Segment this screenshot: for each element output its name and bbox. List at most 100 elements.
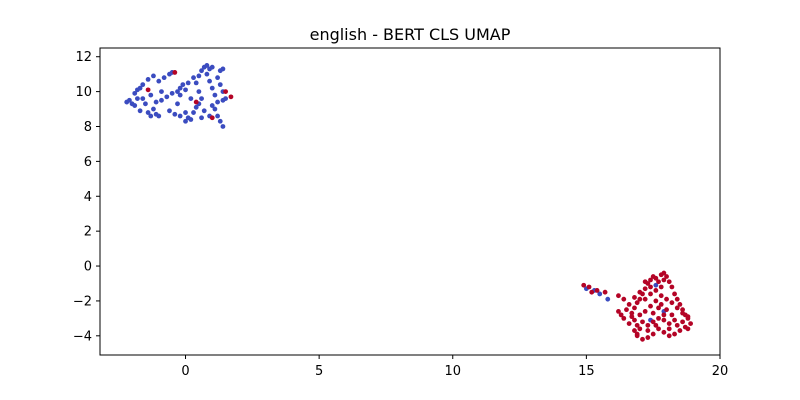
scatter-point xyxy=(159,89,164,95)
y-tick-label: 0 xyxy=(84,260,92,275)
scatter-point xyxy=(217,82,223,88)
scatter-point xyxy=(656,305,661,311)
scatter-point xyxy=(132,90,138,96)
scatter-point xyxy=(650,331,656,337)
scatter-point xyxy=(642,279,648,285)
plot-frame xyxy=(99,47,721,356)
scatter-point xyxy=(624,307,629,313)
scatter-point xyxy=(650,319,656,325)
scatter-point xyxy=(653,322,659,328)
scatter-point xyxy=(645,335,651,340)
x-tick-label: 15 xyxy=(578,364,595,379)
scatter-point xyxy=(188,117,194,122)
scatter-point xyxy=(664,274,669,279)
scatter-point xyxy=(634,331,640,337)
scatter-point xyxy=(669,300,675,306)
scatter-point xyxy=(177,113,183,119)
scatter-point xyxy=(645,322,651,328)
scatter-point xyxy=(159,97,164,103)
scatter-point xyxy=(215,99,220,105)
scatter-point xyxy=(674,296,680,302)
scatter-point xyxy=(642,296,648,302)
x-tick-label: 20 xyxy=(712,364,729,379)
scatter-point xyxy=(215,75,220,81)
scatter-point xyxy=(220,66,226,72)
scatter-point xyxy=(183,118,188,124)
scatter-point xyxy=(597,291,603,297)
scatter-point xyxy=(666,279,672,285)
scatter-point xyxy=(629,310,635,316)
scatter-point xyxy=(220,124,226,129)
scatter-point xyxy=(175,89,180,95)
scatter-point xyxy=(626,321,632,326)
scatter-point xyxy=(140,96,146,101)
scatter-point xyxy=(177,85,183,91)
scatter-point xyxy=(637,326,643,332)
scatter-point xyxy=(177,92,183,98)
scatter-point xyxy=(581,282,587,288)
y-axis: −4 −2 0 2 4 6 8 10 12 xyxy=(73,50,100,344)
y-tick-label: 12 xyxy=(75,50,92,65)
scatter-point xyxy=(648,277,653,283)
scatter-point xyxy=(223,89,229,95)
scatter-point xyxy=(156,113,162,119)
scatter-point xyxy=(621,315,627,321)
scatter-point xyxy=(685,314,691,320)
y-tick-label: 10 xyxy=(75,85,92,100)
scatter-point xyxy=(642,286,648,292)
scatter-point xyxy=(648,291,653,297)
scatter-point xyxy=(618,312,624,318)
scatter-point xyxy=(672,291,677,297)
scatter-point xyxy=(621,296,627,302)
scatter-point xyxy=(212,92,218,98)
scatter-point xyxy=(193,80,199,86)
scatter-point xyxy=(191,110,196,115)
scatter-point xyxy=(634,322,640,328)
scatter-point xyxy=(653,275,659,281)
scatter-point xyxy=(632,295,637,300)
scatter-point xyxy=(193,99,199,105)
scatter-point xyxy=(640,336,645,342)
scatter-point xyxy=(196,89,202,95)
scatter-point xyxy=(616,308,621,314)
scatter-point xyxy=(664,296,669,302)
scatter-point xyxy=(228,94,234,100)
scatter-point xyxy=(175,101,180,107)
y-tick-label: 8 xyxy=(84,120,92,135)
scatter-point xyxy=(605,296,611,302)
scatter-point xyxy=(167,108,172,114)
scatter-point xyxy=(674,322,680,328)
scatter-point xyxy=(650,310,656,316)
scatter-point xyxy=(172,70,178,75)
scatter-point xyxy=(626,302,632,307)
scatter-point xyxy=(680,310,685,316)
scatter-point xyxy=(653,288,659,293)
scatter-point xyxy=(661,312,667,318)
scatter-point xyxy=(661,277,667,283)
scatter-point xyxy=(145,77,151,82)
scatter-point xyxy=(602,289,608,295)
y-tick-label: −4 xyxy=(73,329,92,344)
scatter-point xyxy=(586,284,592,290)
scatter-point xyxy=(661,317,667,323)
scatter-point xyxy=(642,308,648,314)
scatter-point xyxy=(204,71,210,77)
scatter-point xyxy=(145,110,151,115)
scatter-point xyxy=(656,315,661,321)
scatter-point xyxy=(209,64,215,70)
scatter-point xyxy=(661,329,667,335)
scatter-point xyxy=(191,75,196,81)
scatter-point xyxy=(677,328,683,333)
scatter-point xyxy=(137,85,143,91)
scatter-point xyxy=(656,326,661,332)
scatter-point xyxy=(664,307,669,313)
y-tick-label: 2 xyxy=(84,225,92,240)
scatter-point xyxy=(632,305,637,311)
scatter-point xyxy=(661,270,667,276)
scatter-point xyxy=(212,106,218,112)
x-axis: 0 5 10 15 20 xyxy=(181,355,728,379)
scatter-point xyxy=(680,319,685,325)
scatter-point xyxy=(594,288,600,293)
scatter-point xyxy=(215,113,220,119)
